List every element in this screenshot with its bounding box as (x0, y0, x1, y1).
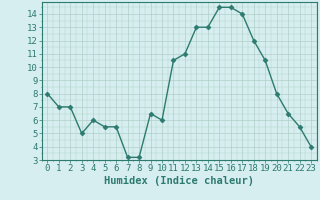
X-axis label: Humidex (Indice chaleur): Humidex (Indice chaleur) (104, 176, 254, 186)
